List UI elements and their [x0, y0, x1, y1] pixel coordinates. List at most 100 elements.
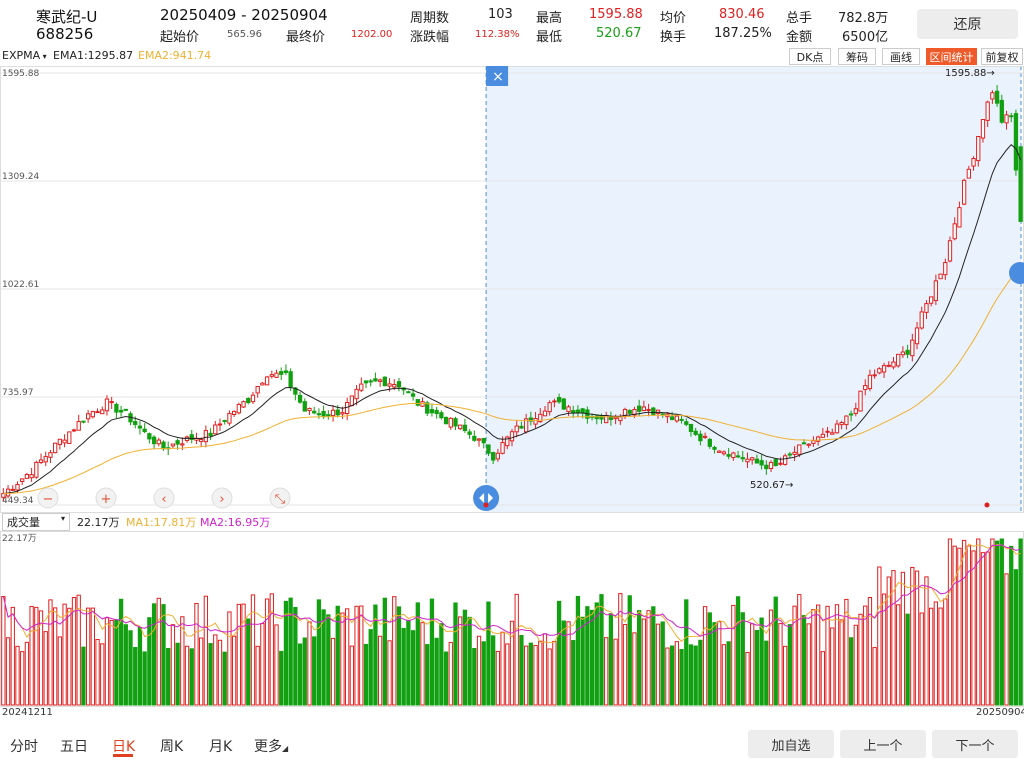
volume-bar [53, 607, 58, 706]
volume-bar [222, 651, 227, 706]
previous-button[interactable]: 上一个 [840, 730, 926, 758]
forward-adjust-button[interactable]: 前复权 [981, 48, 1023, 65]
tab-weekly-k[interactable]: 周K [160, 739, 184, 755]
volume-bar [326, 614, 331, 706]
candle-body [594, 415, 599, 420]
tab-monthly-k[interactable]: 月K [209, 739, 233, 755]
restore-button[interactable]: 还原 [917, 9, 1018, 39]
zoom-out-button[interactable]: − [37, 487, 59, 509]
collapse-button[interactable]: ⤡ [269, 487, 291, 509]
low-label: 最低 [536, 30, 563, 45]
dk-point-button[interactable]: DK点 [789, 48, 831, 65]
volume-bar [199, 637, 204, 706]
volume-bar [175, 642, 180, 706]
volume-bar [133, 647, 138, 706]
candle-body [905, 349, 910, 355]
candle-body [429, 409, 435, 414]
volume-bar [914, 570, 920, 706]
volume-bar [886, 576, 891, 706]
volume-bar [561, 620, 566, 706]
avg-value: 830.46 [719, 7, 765, 22]
candlestick-chart[interactable]: 1595.88 1309.24 1022.61 735.97 449.34 1595.88… [0, 66, 1024, 513]
candle-body [952, 223, 957, 240]
next-button[interactable]: 下一个 [932, 730, 1018, 758]
candle-body [114, 403, 119, 413]
candle-body [354, 388, 359, 400]
tab-daily-k[interactable]: 日K [112, 739, 136, 755]
candle-body [1018, 146, 1023, 222]
stock-code: 688256 [36, 25, 94, 43]
range-end-handle[interactable] [1009, 262, 1024, 284]
candle-body [472, 435, 477, 441]
volume-bar [392, 596, 397, 706]
drag-handle-icon [473, 485, 500, 511]
volume-bar [830, 627, 835, 706]
volume-bar [797, 594, 802, 706]
candle-body [566, 406, 571, 413]
draw-line-button[interactable]: 画线 [882, 48, 920, 65]
candle-body [133, 421, 138, 425]
add-watchlist-button[interactable]: 加自选 [748, 730, 834, 758]
candle-body [1004, 114, 1009, 124]
volume-bar [269, 593, 274, 706]
candle-body [57, 438, 63, 445]
candle-body [387, 383, 392, 387]
end-price-value: 1202.00 [351, 29, 393, 40]
volume-indicator-select[interactable]: 成交量 ▾ [2, 513, 70, 531]
volume-bar [877, 566, 882, 706]
volume-bar [472, 648, 477, 706]
candle-body [137, 425, 143, 429]
volume-bar [335, 605, 340, 706]
chips-button[interactable]: 筹码 [838, 48, 876, 65]
pan-left-button[interactable]: ‹ [153, 487, 175, 509]
zoom-in-button[interactable]: + [95, 487, 117, 509]
volume-chart[interactable]: 22.17万 [0, 531, 1024, 707]
volume-indicator-label: 成交量 [7, 516, 40, 529]
candle-body [95, 411, 100, 414]
candle-body [104, 398, 110, 412]
candle-body [877, 368, 882, 374]
period-label: 周期数 [410, 11, 450, 26]
high-label: 最高 [536, 11, 563, 26]
volume-bar [377, 635, 383, 706]
indicator-select[interactable]: EXPMA ▾ [2, 49, 47, 62]
candle-body [999, 99, 1004, 123]
volume-bar [363, 643, 369, 706]
volume-bar [208, 643, 213, 706]
range-stats-button[interactable]: 区间统计 [926, 48, 977, 65]
candle-body [848, 413, 854, 416]
change-label: 涨跌幅 [410, 30, 450, 45]
candle-body [321, 410, 326, 417]
volume-bar [980, 552, 986, 706]
candle-body [260, 382, 265, 386]
volume-bar [1004, 573, 1009, 706]
tab-intraday[interactable]: 分时 [10, 739, 38, 755]
avg-label: 均价 [660, 11, 687, 26]
range-start-handle[interactable] [473, 485, 500, 511]
tab-more[interactable]: 更多◢ [254, 736, 288, 756]
candle-body [316, 413, 322, 416]
volume-bar [467, 616, 472, 706]
start-date-label: 20241211 [2, 707, 53, 718]
volume-bar [316, 599, 322, 706]
volume-bar [999, 538, 1004, 706]
candle-body [707, 438, 712, 447]
candle-body [556, 396, 562, 403]
volume-bar [288, 597, 293, 706]
candle-body [717, 450, 722, 453]
volume-bar [95, 639, 100, 706]
candle-body [740, 457, 745, 460]
range-close-button[interactable]: × [486, 66, 509, 86]
volume-bar [180, 616, 185, 706]
volume-bar [29, 605, 34, 706]
volume-bar [538, 640, 543, 706]
pan-right-button[interactable]: › [211, 487, 233, 509]
candle-body [29, 474, 34, 479]
bottom-bar: 分时 五日 日K 周K 月K 更多◢ 加自选 上一个 下一个 [0, 728, 1024, 768]
volume-bar [514, 593, 519, 706]
candle-body [288, 371, 293, 388]
high-value: 1595.88 [589, 7, 643, 22]
tab-five-day[interactable]: 五日 [60, 739, 88, 755]
candle-body [48, 452, 53, 458]
volume-bar [966, 545, 971, 706]
